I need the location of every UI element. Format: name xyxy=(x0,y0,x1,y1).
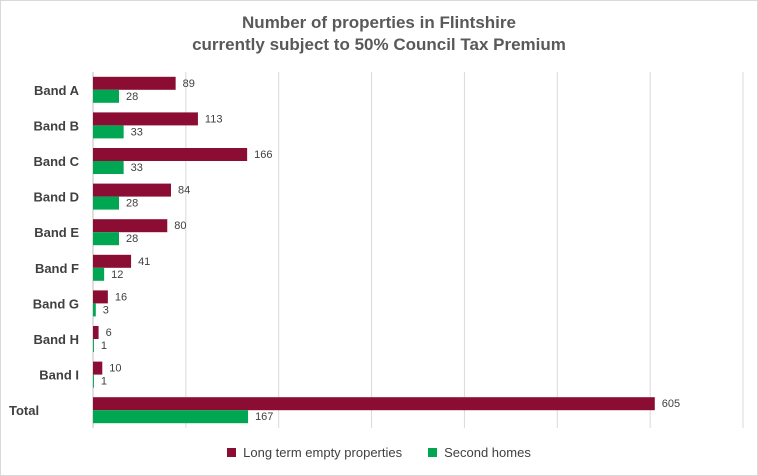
bar xyxy=(93,148,248,161)
category-label: Band C xyxy=(34,154,80,169)
category-label: Band A xyxy=(34,83,80,98)
category-label: Band H xyxy=(34,332,80,347)
bar xyxy=(93,326,99,339)
data-label: 28 xyxy=(126,233,138,245)
data-label: 28 xyxy=(126,198,138,210)
bar xyxy=(93,361,103,375)
bar xyxy=(93,196,119,210)
bar xyxy=(93,290,108,304)
bar xyxy=(93,339,94,352)
legend-label-long-term-empty: Long term empty properties xyxy=(243,445,403,460)
chart-title-line-2: currently subject to 50% Council Tax Pre… xyxy=(192,35,566,54)
bar xyxy=(93,303,96,317)
data-label: 10 xyxy=(109,363,121,375)
bar xyxy=(93,161,124,174)
data-label: 166 xyxy=(254,149,272,161)
chart-title: Number of properties in Flintshire curre… xyxy=(0,12,758,56)
data-label: 41 xyxy=(138,256,150,268)
data-label: 1 xyxy=(101,376,107,388)
data-label: 167 xyxy=(255,411,273,423)
bar xyxy=(93,219,168,233)
data-label: 28 xyxy=(126,91,138,103)
category-label: Band G xyxy=(33,296,79,311)
data-label: 1 xyxy=(101,340,107,352)
bar xyxy=(93,397,655,411)
category-label: Total xyxy=(9,403,39,418)
legend-item-second-homes: Second homes xyxy=(428,445,531,460)
category-labels: Band A Band B Band C Band D Band E Band F Band… xyxy=(9,83,80,418)
data-label: 605 xyxy=(662,398,680,410)
chart-legend: Long term empty properties Second homes xyxy=(0,445,758,460)
bar xyxy=(93,76,176,90)
legend-item-long-term-empty: Long term empty properties xyxy=(227,445,402,460)
category-label: Band I xyxy=(39,368,79,383)
category-label: Band F xyxy=(35,261,79,276)
bar xyxy=(93,410,249,424)
bar xyxy=(93,112,198,126)
series-1: 28 33 33 28 28 12 3 1 1 167 xyxy=(93,89,273,424)
data-label: 84 xyxy=(178,185,190,197)
data-label: 33 xyxy=(131,126,143,138)
category-label: Band E xyxy=(34,225,79,240)
data-label: 16 xyxy=(115,291,127,303)
bar xyxy=(93,125,124,139)
data-label: 113 xyxy=(205,113,223,125)
data-label: 6 xyxy=(106,327,112,339)
data-label: 89 xyxy=(183,78,195,90)
legend-swatch-long-term-empty xyxy=(227,448,237,457)
bar xyxy=(93,254,132,268)
bar xyxy=(93,374,94,388)
chart-title-line-1: Number of properties in Flintshire xyxy=(242,13,516,32)
bar xyxy=(93,267,105,281)
data-label: 3 xyxy=(103,304,109,316)
legend-swatch-second-homes xyxy=(428,448,438,457)
category-label: Band B xyxy=(34,118,80,133)
bar xyxy=(93,89,119,103)
data-label: 33 xyxy=(131,162,143,174)
data-label: 12 xyxy=(111,269,123,281)
legend-label-second-homes: Second homes xyxy=(444,445,531,460)
data-label: 80 xyxy=(174,220,186,232)
category-label: Band D xyxy=(34,190,80,205)
bar xyxy=(93,232,119,246)
bar xyxy=(93,183,171,197)
